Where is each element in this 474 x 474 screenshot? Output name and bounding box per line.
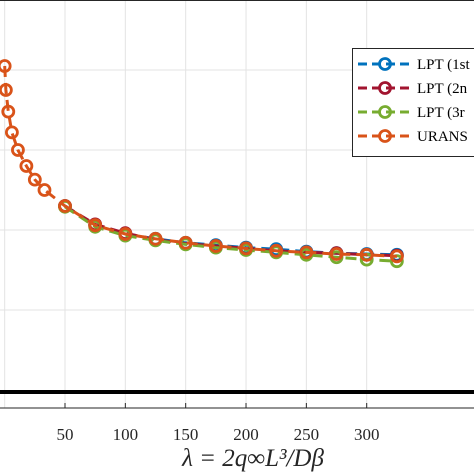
legend-label: URANS	[417, 129, 468, 145]
data-point	[0, 59, 12, 73]
data-point	[88, 218, 103, 233]
series-3	[58, 199, 404, 269]
legend-marker	[378, 105, 392, 119]
series-line	[64, 205, 397, 263]
data-point	[299, 245, 314, 260]
legend-marker	[378, 129, 392, 143]
data-point	[178, 235, 193, 250]
legend-box	[352, 48, 474, 157]
x-tick-label: 150	[173, 425, 199, 444]
data-point	[329, 247, 344, 261]
data-point	[148, 231, 163, 246]
legend-entry: LPT (3r	[358, 105, 465, 121]
data-point	[118, 227, 133, 241]
x-tick-label: 250	[294, 425, 320, 444]
series-line	[3, 65, 397, 258]
legend-entry: LPT (2n	[358, 81, 468, 97]
x-tick-label: 50	[57, 425, 74, 444]
data-point	[208, 239, 223, 253]
legend-label: LPT (2n	[417, 81, 468, 97]
legend-marker	[378, 81, 392, 95]
series-4	[0, 59, 404, 264]
legend-label: LPT (3r	[417, 105, 465, 121]
data-point	[389, 249, 404, 264]
x-tick-label: 200	[233, 425, 259, 444]
x-tick-label: 300	[354, 425, 380, 444]
data-point	[239, 241, 253, 256]
data-point	[0, 83, 13, 97]
series-layer	[0, 59, 404, 269]
x-axis-label: λ = 2q∞L³/Dβ	[181, 445, 324, 472]
legend-entry: URANS	[358, 129, 468, 145]
data-point	[11, 143, 25, 157]
data-point	[37, 183, 52, 197]
data-point	[5, 125, 19, 140]
data-point	[359, 247, 374, 262]
legend: LPT (1st LPT (2n LPT (3r URANS	[352, 48, 474, 157]
legend-label: LPT (1st	[417, 57, 470, 73]
x-tick-label: 100	[113, 425, 139, 444]
data-point	[27, 172, 42, 187]
legend-entry: LPT (1st	[358, 57, 470, 73]
data-point	[19, 159, 34, 173]
legend-marker	[378, 57, 392, 71]
data-point	[58, 199, 72, 213]
data-point	[269, 243, 284, 258]
x-tick-labels: 50 100 150 200 250 300	[57, 425, 380, 444]
data-point	[1, 104, 16, 119]
